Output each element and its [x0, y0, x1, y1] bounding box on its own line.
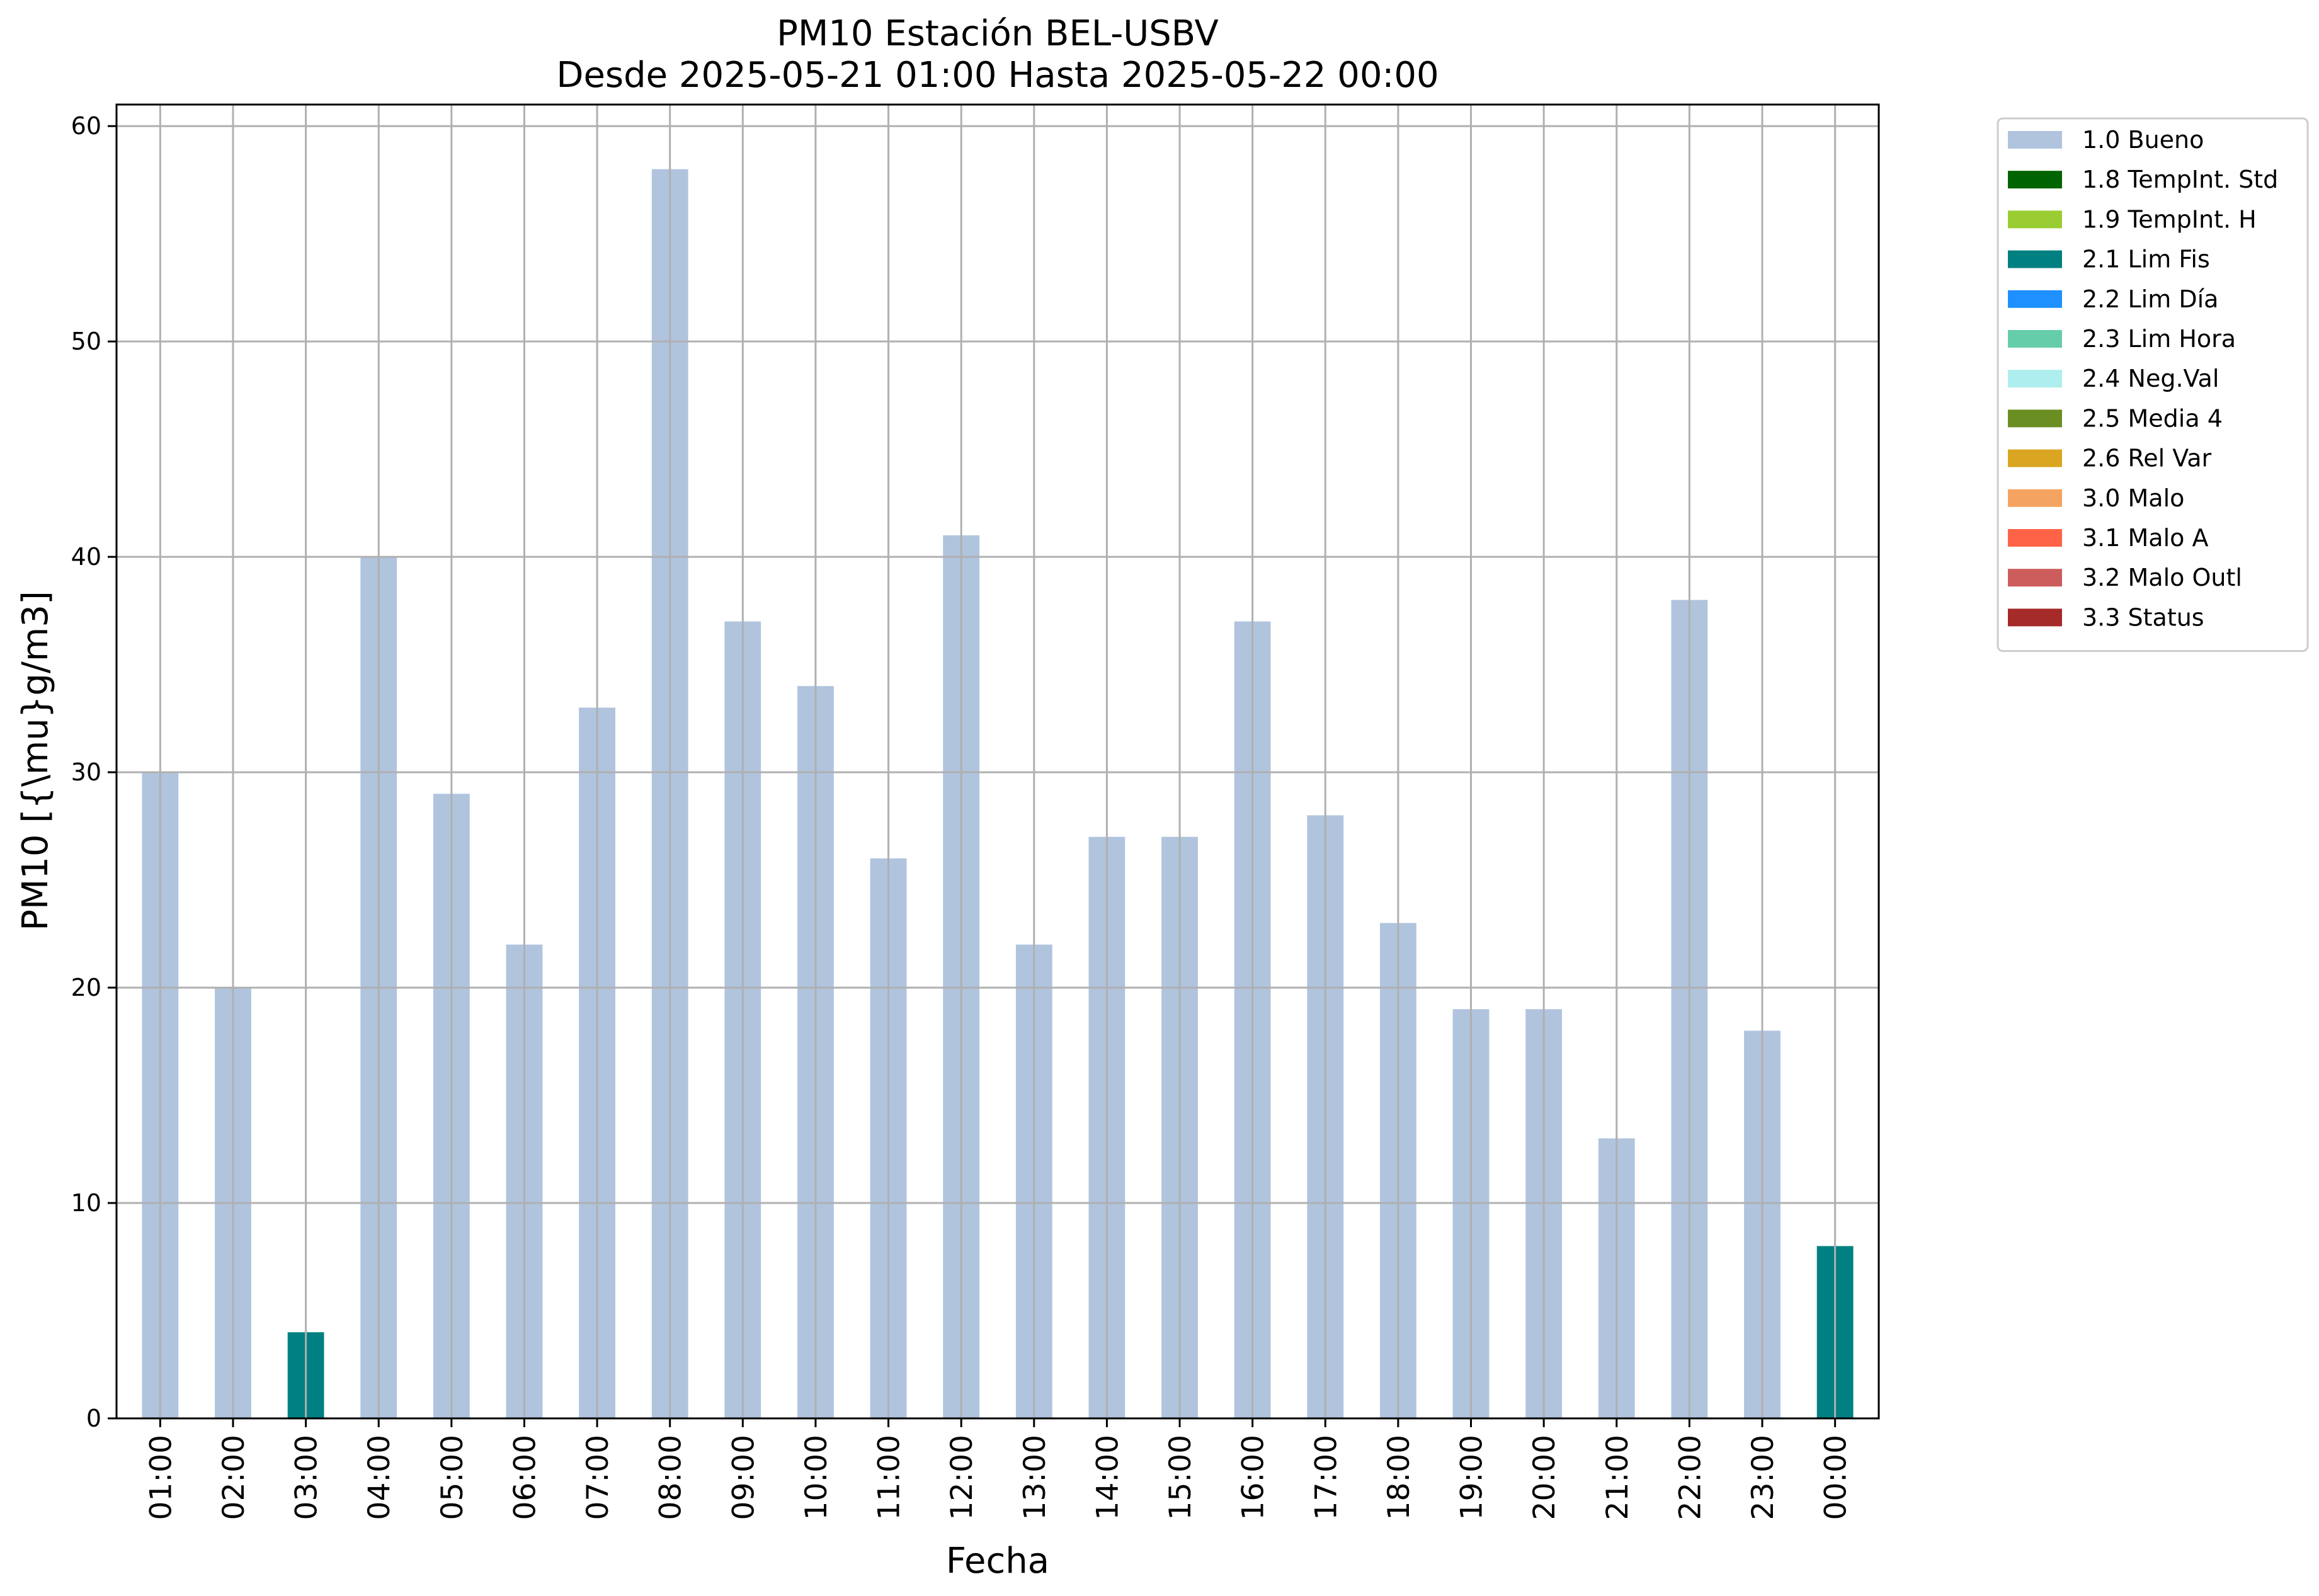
x-tick-label: 20:00 [1527, 1435, 1562, 1520]
legend-label: 2.1 Lim Fis [2082, 246, 2210, 273]
chart-subtitle: Desde 2025-05-21 01:00 Hasta 2025-05-22 … [556, 55, 1439, 96]
legend-label: 3.0 Malo [2082, 484, 2184, 512]
x-tick-label: 10:00 [799, 1435, 834, 1520]
chart-title-group: PM10 Estación BEL-USBV Desde 2025-05-21 … [556, 13, 1439, 96]
legend-swatch [2008, 409, 2062, 428]
x-axis-label: Fecha [946, 1541, 1049, 1582]
y-axis-label: PM10 [{\mu}g/m3] [15, 591, 56, 931]
legend-swatch [2008, 489, 2062, 507]
y-tick-label: 50 [71, 328, 101, 355]
y-tick-label: 10 [71, 1189, 101, 1217]
legend-swatch [2008, 529, 2062, 547]
x-tick-label: 00:00 [1819, 1435, 1854, 1520]
x-tick-label: 09:00 [726, 1435, 761, 1520]
legend-label: 2.3 Lim Hora [2082, 325, 2236, 353]
legend-swatch [2008, 171, 2062, 189]
y-tick-label: 20 [71, 974, 101, 1001]
x-tick-label: 23:00 [1746, 1435, 1781, 1520]
legend-label: 2.6 Rel Var [2082, 445, 2212, 472]
x-tick-label: 17:00 [1309, 1435, 1343, 1520]
x-tick-label: 03:00 [290, 1435, 324, 1520]
x-tick-label: 06:00 [508, 1435, 542, 1520]
x-tick-label: 11:00 [872, 1435, 907, 1520]
y-tick-label: 60 [71, 112, 101, 140]
legend-label: 3.3 Status [2082, 603, 2204, 631]
grid-layer [117, 105, 1879, 1420]
x-tick-label: 18:00 [1382, 1435, 1416, 1520]
legend-swatch [2008, 569, 2062, 587]
x-tick-label: 07:00 [581, 1435, 615, 1520]
legend-label: 2.4 Neg.Val [2082, 365, 2219, 392]
x-tick-label: 12:00 [945, 1435, 979, 1520]
x-tick-label: 08:00 [654, 1435, 688, 1520]
legend-label: 2.5 Media 4 [2082, 404, 2223, 432]
chart-title: PM10 Estación BEL-USBV [777, 13, 1219, 54]
x-tick-label: 02:00 [217, 1435, 251, 1520]
x-tick-label: 05:00 [435, 1435, 470, 1520]
x-tick-label: 21:00 [1600, 1435, 1635, 1520]
axes-layer [115, 103, 1880, 1420]
legend: 1.0 Bueno 1.8 TempInt. Std 1.9 TempInt. H 2… [1997, 117, 2309, 653]
legend-label: 3.1 Malo A [2082, 524, 2208, 552]
legend-label: 1.9 TempInt. H [2082, 205, 2257, 233]
legend-label: 3.2 Malo Outl [2082, 564, 2242, 591]
legend-swatch [2008, 370, 2062, 388]
x-tick-label: 15:00 [1163, 1435, 1198, 1520]
x-tick-label: 04:00 [362, 1435, 397, 1520]
x-tick-label: 13:00 [1018, 1435, 1052, 1520]
legend-swatch [2008, 330, 2062, 348]
x-tick-label: 01:00 [144, 1435, 178, 1520]
legend-label: 2.2 Lim Día [2082, 285, 2218, 313]
plot-frame [115, 103, 1880, 1420]
legend-swatch [2008, 131, 2062, 149]
legend-swatch [2008, 210, 2062, 229]
x-tick-label: 14:00 [1090, 1435, 1125, 1520]
x-tick-label: 19:00 [1455, 1435, 1490, 1520]
y-tick-label: 40 [71, 543, 101, 571]
x-tick-label: 22:00 [1673, 1435, 1707, 1520]
x-tick-label: 16:00 [1236, 1435, 1271, 1520]
bar-layer [142, 169, 1854, 1419]
legend-swatch [2008, 290, 2062, 308]
legend-swatch [2008, 250, 2062, 268]
tick-layer: 0 10 20 30 40 50 60 01:00 02:00 03:00 04:00 05:00 06… [71, 112, 1854, 1520]
legend-swatch [2008, 449, 2062, 467]
legend-frame [1997, 117, 2309, 653]
legend-label: 1.8 TempInt. Std [2082, 166, 2278, 193]
legend-label: 1.0 Bueno [2082, 126, 2204, 154]
y-tick-label: 0 [86, 1405, 101, 1432]
y-tick-label: 30 [71, 758, 101, 786]
legend-swatch [2008, 608, 2062, 627]
